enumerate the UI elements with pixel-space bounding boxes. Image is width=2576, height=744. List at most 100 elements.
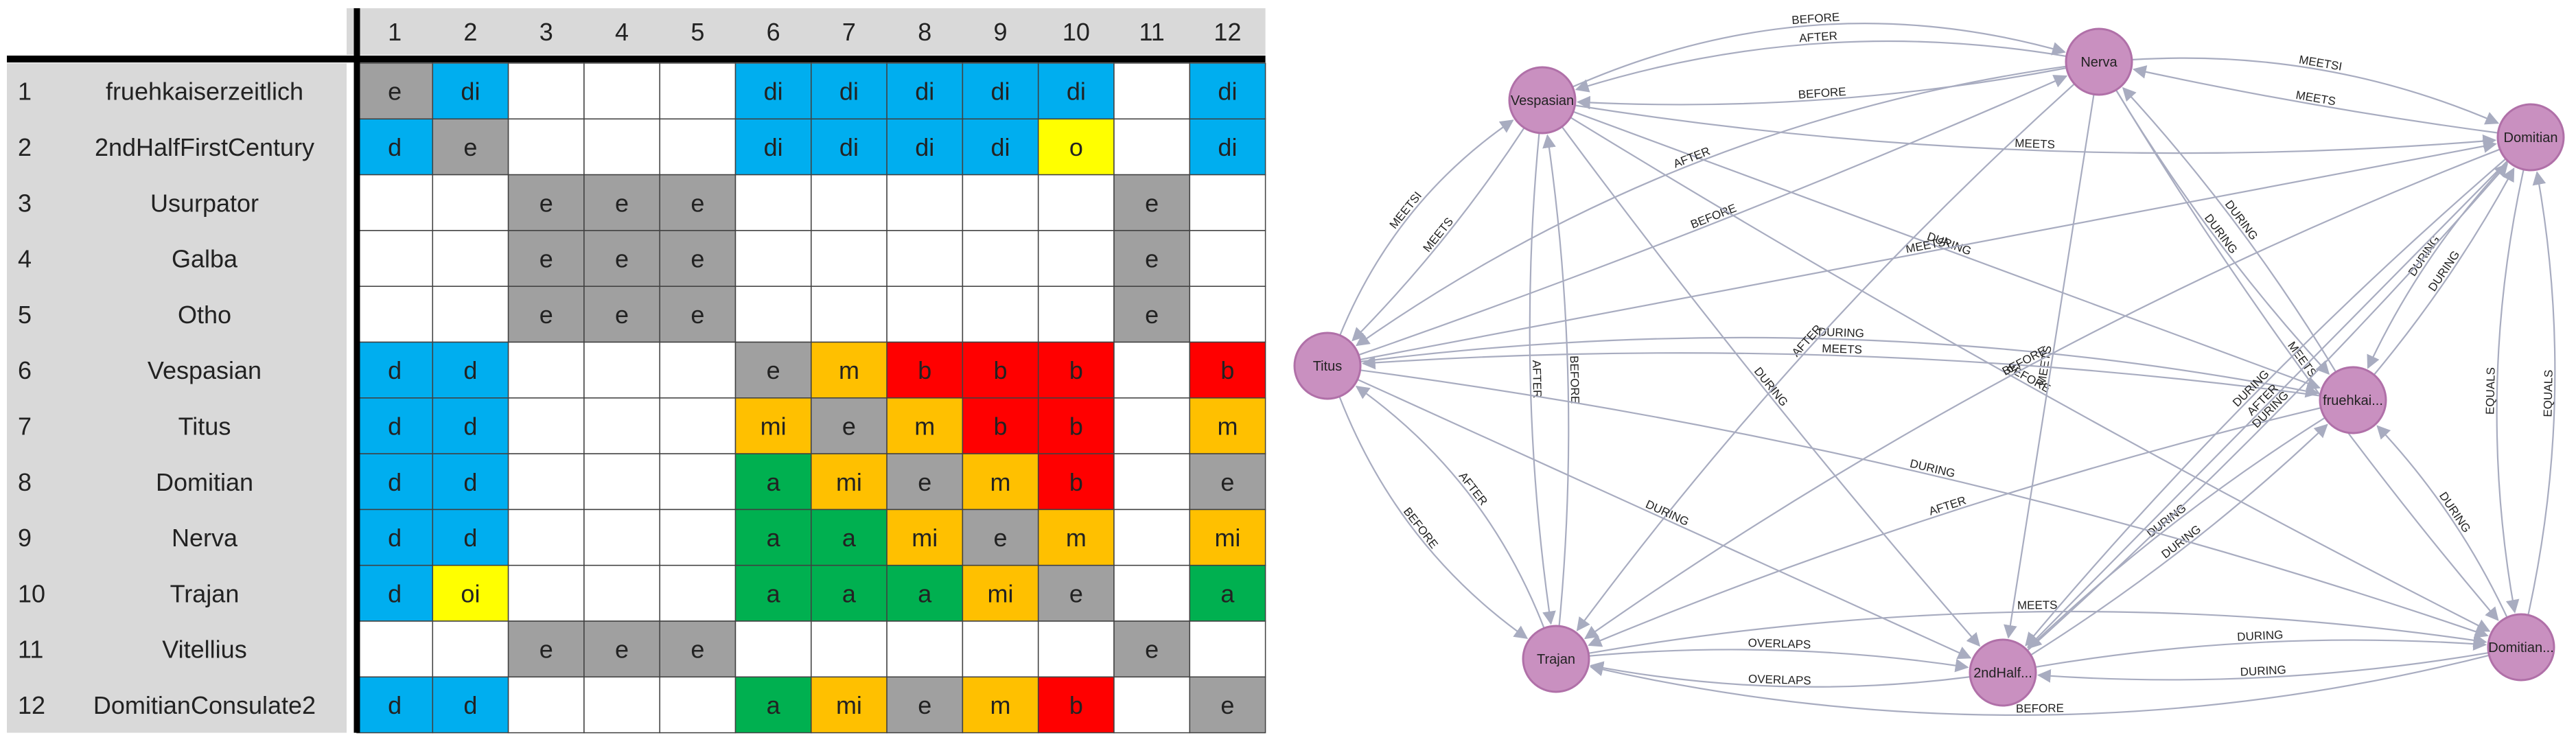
matrix-cell: [659, 341, 736, 399]
row-label: 2ndHalfFirstCentury: [95, 133, 314, 161]
graph-edge: [2376, 425, 2508, 618]
row-index: 9: [18, 524, 32, 552]
graph-node[interactable]: [1969, 638, 2037, 707]
graph-edge: [2527, 171, 2556, 616]
matrix-cell-value: b: [1069, 356, 1083, 384]
matrix-cell: [583, 453, 660, 511]
matrix-cell: [1037, 62, 1115, 120]
graph-node[interactable]: [1293, 332, 1362, 400]
column-header: 3: [539, 18, 553, 46]
matrix-cell: [1189, 564, 1266, 622]
matrix-cell-value: e: [388, 78, 402, 106]
row-label: Otho: [178, 301, 231, 329]
matrix-cell-value: b: [918, 356, 931, 384]
graph-edge: [1360, 369, 2489, 638]
graph-edge-label: MEETS: [2017, 598, 2058, 612]
matrix-cell-value: a: [918, 579, 932, 607]
matrix-cell: [1189, 62, 1266, 120]
matrix-cell-value: mi: [988, 579, 1014, 607]
graph-node-label: Domitian: [2504, 130, 2558, 146]
matrix-cell: [811, 286, 887, 343]
matrix-cell-value: b: [1069, 691, 1083, 719]
graph-node-label: Titus: [1313, 359, 1343, 374]
matrix-cell: [1113, 118, 1191, 176]
matrix-cell: [1113, 509, 1191, 566]
matrix-cell-value: e: [615, 189, 629, 217]
graph-edge: [1542, 134, 1570, 627]
matrix-cell-value: b: [1069, 468, 1083, 496]
graph-edge: [1561, 126, 1981, 647]
matrix-cell: [583, 286, 660, 343]
matrix-cell: [962, 230, 1039, 287]
graph-node-label: fruehkai...: [2323, 393, 2383, 408]
graph-edge: [2004, 94, 2095, 639]
matrix-cell: [432, 509, 509, 566]
matrix-cell: [583, 676, 660, 734]
graph-edge: [1572, 23, 2066, 88]
matrix-cell-value: mi: [1214, 524, 1240, 552]
row-index: 1: [18, 78, 32, 106]
matrix-cell-value: d: [388, 524, 402, 552]
matrix-cell: [356, 62, 434, 120]
matrix-cell: [962, 118, 1039, 176]
graph-edge: [2026, 163, 2509, 651]
graph-node-label: 2ndHalf...: [1973, 666, 2032, 681]
matrix-cell-value: a: [842, 579, 857, 607]
graph-edge: [2030, 423, 2328, 656]
matrix-cell: [811, 453, 887, 511]
matrix-cell: [507, 341, 585, 399]
matrix-cell-value: di: [461, 78, 480, 106]
matrix-cell-value: o: [1069, 133, 1083, 161]
column-header: 7: [842, 18, 856, 46]
graph-edge: [2122, 86, 2337, 373]
matrix-cell: [1189, 509, 1266, 566]
graph-edge: [2131, 57, 2500, 125]
matrix-cell-value: e: [1220, 468, 1234, 496]
matrix-cell-value: e: [463, 133, 477, 161]
matrix-cell-value: di: [764, 133, 783, 161]
matrix-cell: [1113, 620, 1191, 678]
matrix-cell-value: e: [539, 245, 553, 273]
matrix-cell-value: e: [691, 636, 704, 664]
matrix-cell: [962, 509, 1039, 566]
matrix-cell-value: b: [994, 412, 1008, 440]
graph-edge-label: MEETS: [2015, 137, 2055, 151]
matrix-cell: [1189, 676, 1266, 734]
graph-edge: [2027, 160, 2509, 649]
matrix-cell: [583, 341, 660, 399]
matrix-cell: [507, 230, 585, 287]
matrix-cell-value: di: [1218, 78, 1237, 106]
matrix-cell: [583, 118, 660, 176]
matrix-cell: [962, 620, 1039, 678]
graph-node[interactable]: [2487, 613, 2555, 682]
matrix-cell: [507, 62, 585, 120]
graph-node[interactable]: [2496, 103, 2565, 172]
graph-node[interactable]: [1522, 625, 1590, 693]
graph-edge: [2115, 89, 2499, 621]
matrix-cell-value: b: [1069, 412, 1083, 440]
graph-edge: [1529, 132, 1556, 625]
matrix-cell-value: d: [388, 691, 402, 719]
graph-node[interactable]: [2065, 27, 2133, 96]
matrix-cell: [507, 286, 585, 343]
graph-edge-label: BEFORE: [1568, 356, 1582, 404]
graph-edge-label: DURING: [1818, 325, 1865, 340]
graph-node[interactable]: [2319, 366, 2387, 434]
graph-node[interactable]: [1508, 66, 1577, 135]
row-label: DomitianConsulate2: [93, 691, 316, 719]
matrix-cell-value: a: [842, 524, 857, 552]
matrix-cell: [432, 341, 509, 399]
graph-edge: [1359, 139, 2497, 361]
matrix-cell-value: e: [1145, 189, 1159, 217]
column-header: 8: [918, 18, 931, 46]
matrix-cell: [1189, 118, 1266, 176]
matrix-cell: [1037, 341, 1115, 399]
matrix-cell-value: a: [767, 579, 781, 607]
matrix-cell: [734, 509, 812, 566]
matrix-cell: [507, 620, 585, 678]
matrix-cell: [659, 453, 736, 511]
matrix-cell: [886, 676, 964, 734]
column-header: 1: [388, 18, 402, 46]
matrix-cell-value: mi: [836, 691, 862, 719]
graph-edge: [1358, 75, 2068, 356]
